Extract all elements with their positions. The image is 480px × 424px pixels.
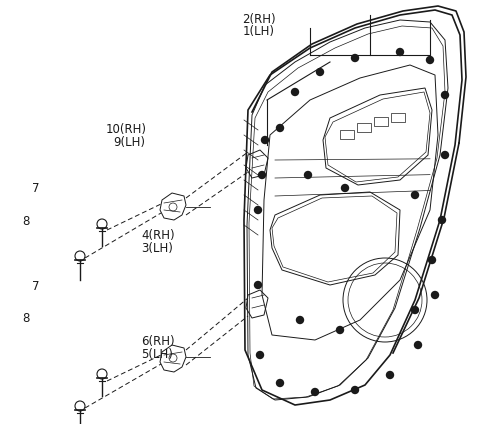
- Circle shape: [336, 326, 344, 334]
- Circle shape: [411, 192, 419, 198]
- Bar: [357, 123, 371, 132]
- Circle shape: [439, 217, 445, 223]
- Text: 8: 8: [23, 215, 30, 228]
- Circle shape: [276, 379, 284, 387]
- Bar: [374, 117, 388, 126]
- Circle shape: [442, 92, 448, 98]
- Circle shape: [442, 151, 448, 159]
- Circle shape: [254, 282, 262, 288]
- Text: 1(LH): 1(LH): [242, 25, 275, 38]
- Circle shape: [276, 125, 284, 131]
- Text: 2(RH): 2(RH): [242, 13, 276, 25]
- Text: 10(RH): 10(RH): [106, 123, 146, 136]
- Bar: [340, 130, 354, 139]
- Circle shape: [411, 307, 419, 313]
- Text: 3(LH): 3(LH): [142, 242, 173, 254]
- Text: 7: 7: [32, 182, 40, 195]
- Circle shape: [415, 341, 421, 349]
- Circle shape: [297, 316, 303, 324]
- Text: 9(LH): 9(LH): [113, 136, 145, 148]
- Circle shape: [386, 371, 394, 379]
- Circle shape: [262, 137, 268, 143]
- Text: 7: 7: [32, 280, 40, 293]
- Circle shape: [304, 171, 312, 179]
- Circle shape: [256, 351, 264, 359]
- Circle shape: [351, 55, 359, 61]
- Circle shape: [351, 387, 359, 393]
- Circle shape: [427, 56, 433, 64]
- Circle shape: [254, 206, 262, 214]
- Circle shape: [291, 89, 299, 95]
- Circle shape: [316, 69, 324, 75]
- Text: 6(RH): 6(RH): [142, 335, 175, 348]
- Circle shape: [396, 48, 404, 56]
- Circle shape: [341, 184, 348, 192]
- Circle shape: [259, 171, 265, 179]
- Circle shape: [432, 292, 439, 298]
- Text: 5(LH): 5(LH): [142, 348, 173, 360]
- Text: 8: 8: [23, 312, 30, 325]
- Circle shape: [429, 257, 435, 263]
- Bar: [391, 113, 405, 122]
- Text: 4(RH): 4(RH): [142, 229, 175, 242]
- Circle shape: [312, 388, 319, 396]
